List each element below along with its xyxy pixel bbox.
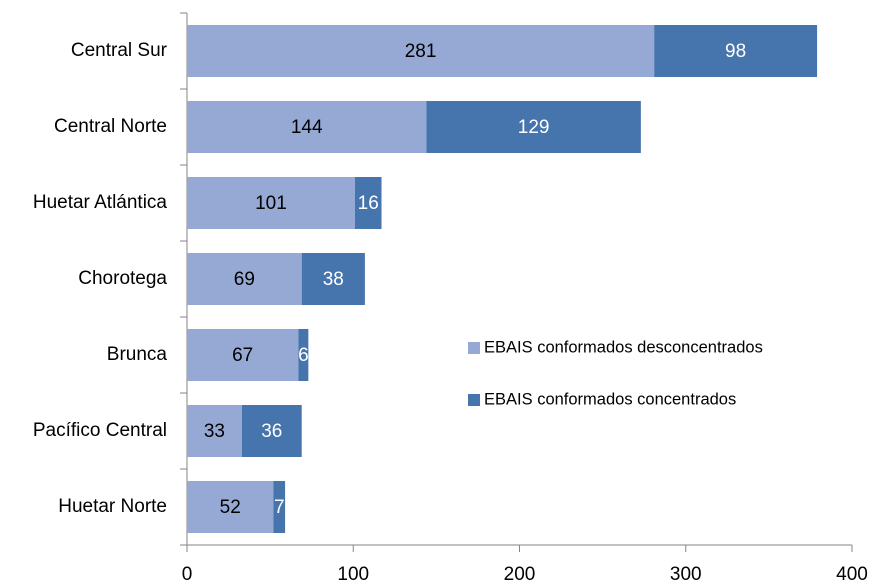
bar-segment xyxy=(298,329,309,381)
data-label: 52 xyxy=(220,497,241,518)
x-tick-label: 400 xyxy=(836,564,868,585)
data-label: 281 xyxy=(405,41,437,62)
data-label: 144 xyxy=(291,117,323,138)
x-tick-label: 0 xyxy=(182,564,193,585)
bar-segment xyxy=(301,253,365,305)
category-label: Huetar Atlántica xyxy=(33,192,168,213)
data-label: 98 xyxy=(725,41,746,62)
x-tick-label: 300 xyxy=(670,564,702,585)
data-label: 67 xyxy=(232,345,253,366)
legend-label: EBAIS conformados desconcentrados xyxy=(484,338,763,356)
category-label: Chorotega xyxy=(78,268,167,289)
category-label: Pacífico Central xyxy=(33,420,167,441)
data-label: 36 xyxy=(261,421,282,442)
data-label: 69 xyxy=(234,269,255,290)
bar-segment xyxy=(241,405,302,457)
bar-segment xyxy=(273,481,286,533)
legend-swatch xyxy=(468,342,480,354)
category-label: Brunca xyxy=(107,344,168,365)
x-tick-label: 100 xyxy=(337,564,369,585)
bar-segment xyxy=(187,25,655,77)
bar-segment xyxy=(187,101,427,153)
data-label: 101 xyxy=(255,193,287,214)
category-label: Central Sur xyxy=(71,40,168,61)
category-label: Huetar Norte xyxy=(58,496,167,517)
data-label: 38 xyxy=(323,269,344,290)
bar-segment xyxy=(354,177,382,229)
data-label: 7 xyxy=(274,497,285,518)
bar-segment xyxy=(187,253,302,305)
bar-segment xyxy=(654,25,818,77)
legend-swatch xyxy=(468,394,480,406)
bar-segment xyxy=(426,101,641,153)
data-label: 129 xyxy=(518,117,550,138)
bar-segment xyxy=(187,177,355,229)
bar-segment xyxy=(187,481,274,533)
bar-segment xyxy=(187,405,242,457)
bar-segment xyxy=(187,329,299,381)
data-label: 16 xyxy=(358,193,379,214)
data-label: 33 xyxy=(204,421,225,442)
x-tick-label: 200 xyxy=(504,564,536,585)
legend-label: EBAIS conformados concentrados xyxy=(484,390,736,408)
data-label: 6 xyxy=(298,345,309,366)
category-label: Central Norte xyxy=(54,116,167,137)
